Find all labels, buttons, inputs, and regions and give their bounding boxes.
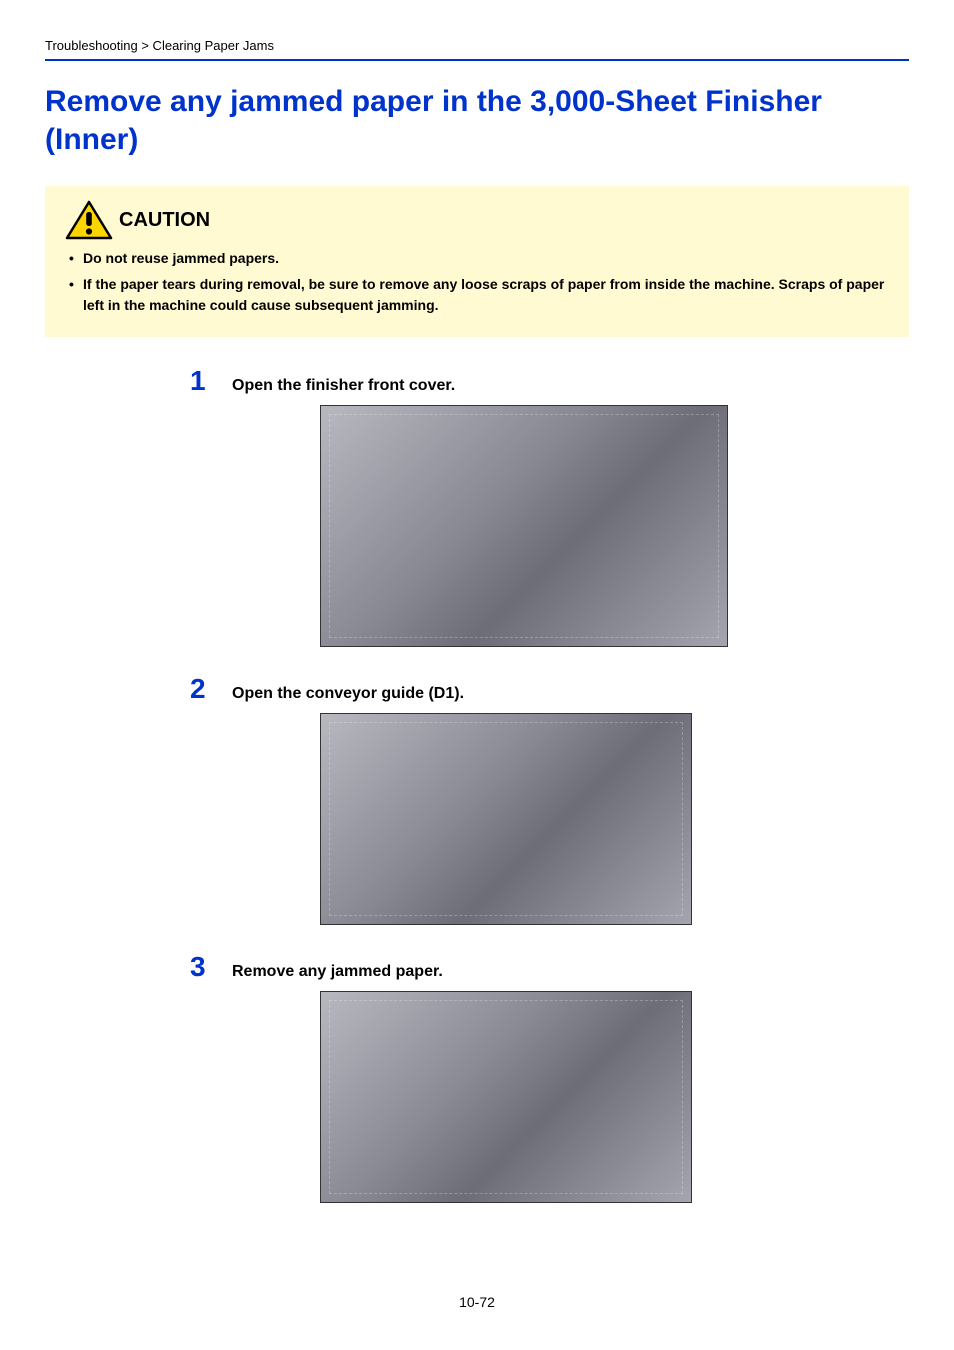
page-container: Troubleshooting > Clearing Paper Jams Re… [0,0,954,1350]
steps-container: 1 Open the finisher front cover. 2 Open … [45,365,909,1203]
step-number: 3 [190,951,210,983]
page-title: Remove any jammed paper in the 3,000-She… [45,83,909,158]
step-title: Open the finisher front cover. [232,377,455,395]
step-title: Remove any jammed paper. [232,963,443,981]
step-title: Open the conveyor guide (D1). [232,685,464,703]
step-figure [320,405,909,647]
step-figure [320,991,909,1203]
figure-image [320,991,692,1203]
step-header: 1 Open the finisher front cover. [190,365,909,397]
warning-icon [65,200,113,240]
step-header: 2 Open the conveyor guide (D1). [190,673,909,705]
step-1: 1 Open the finisher front cover. [190,365,909,647]
breadcrumb: Troubleshooting > Clearing Paper Jams [45,38,909,53]
step-3: 3 Remove any jammed paper. [190,951,909,1203]
caution-box: CAUTION Do not reuse jammed papers. If t… [45,186,909,337]
caution-item: If the paper tears during removal, be su… [65,274,889,315]
page-number: 10-72 [0,1294,954,1310]
figure-image [320,713,692,925]
step-figure [320,713,909,925]
step-header: 3 Remove any jammed paper. [190,951,909,983]
step-2: 2 Open the conveyor guide (D1). [190,673,909,925]
step-number: 1 [190,365,210,397]
caution-item: Do not reuse jammed papers. [65,248,889,268]
header-rule [45,59,909,61]
figure-image [320,405,728,647]
step-number: 2 [190,673,210,705]
caution-list: Do not reuse jammed papers. If the paper… [65,248,889,315]
caution-header: CAUTION [65,200,889,240]
caution-label: CAUTION [119,209,210,232]
